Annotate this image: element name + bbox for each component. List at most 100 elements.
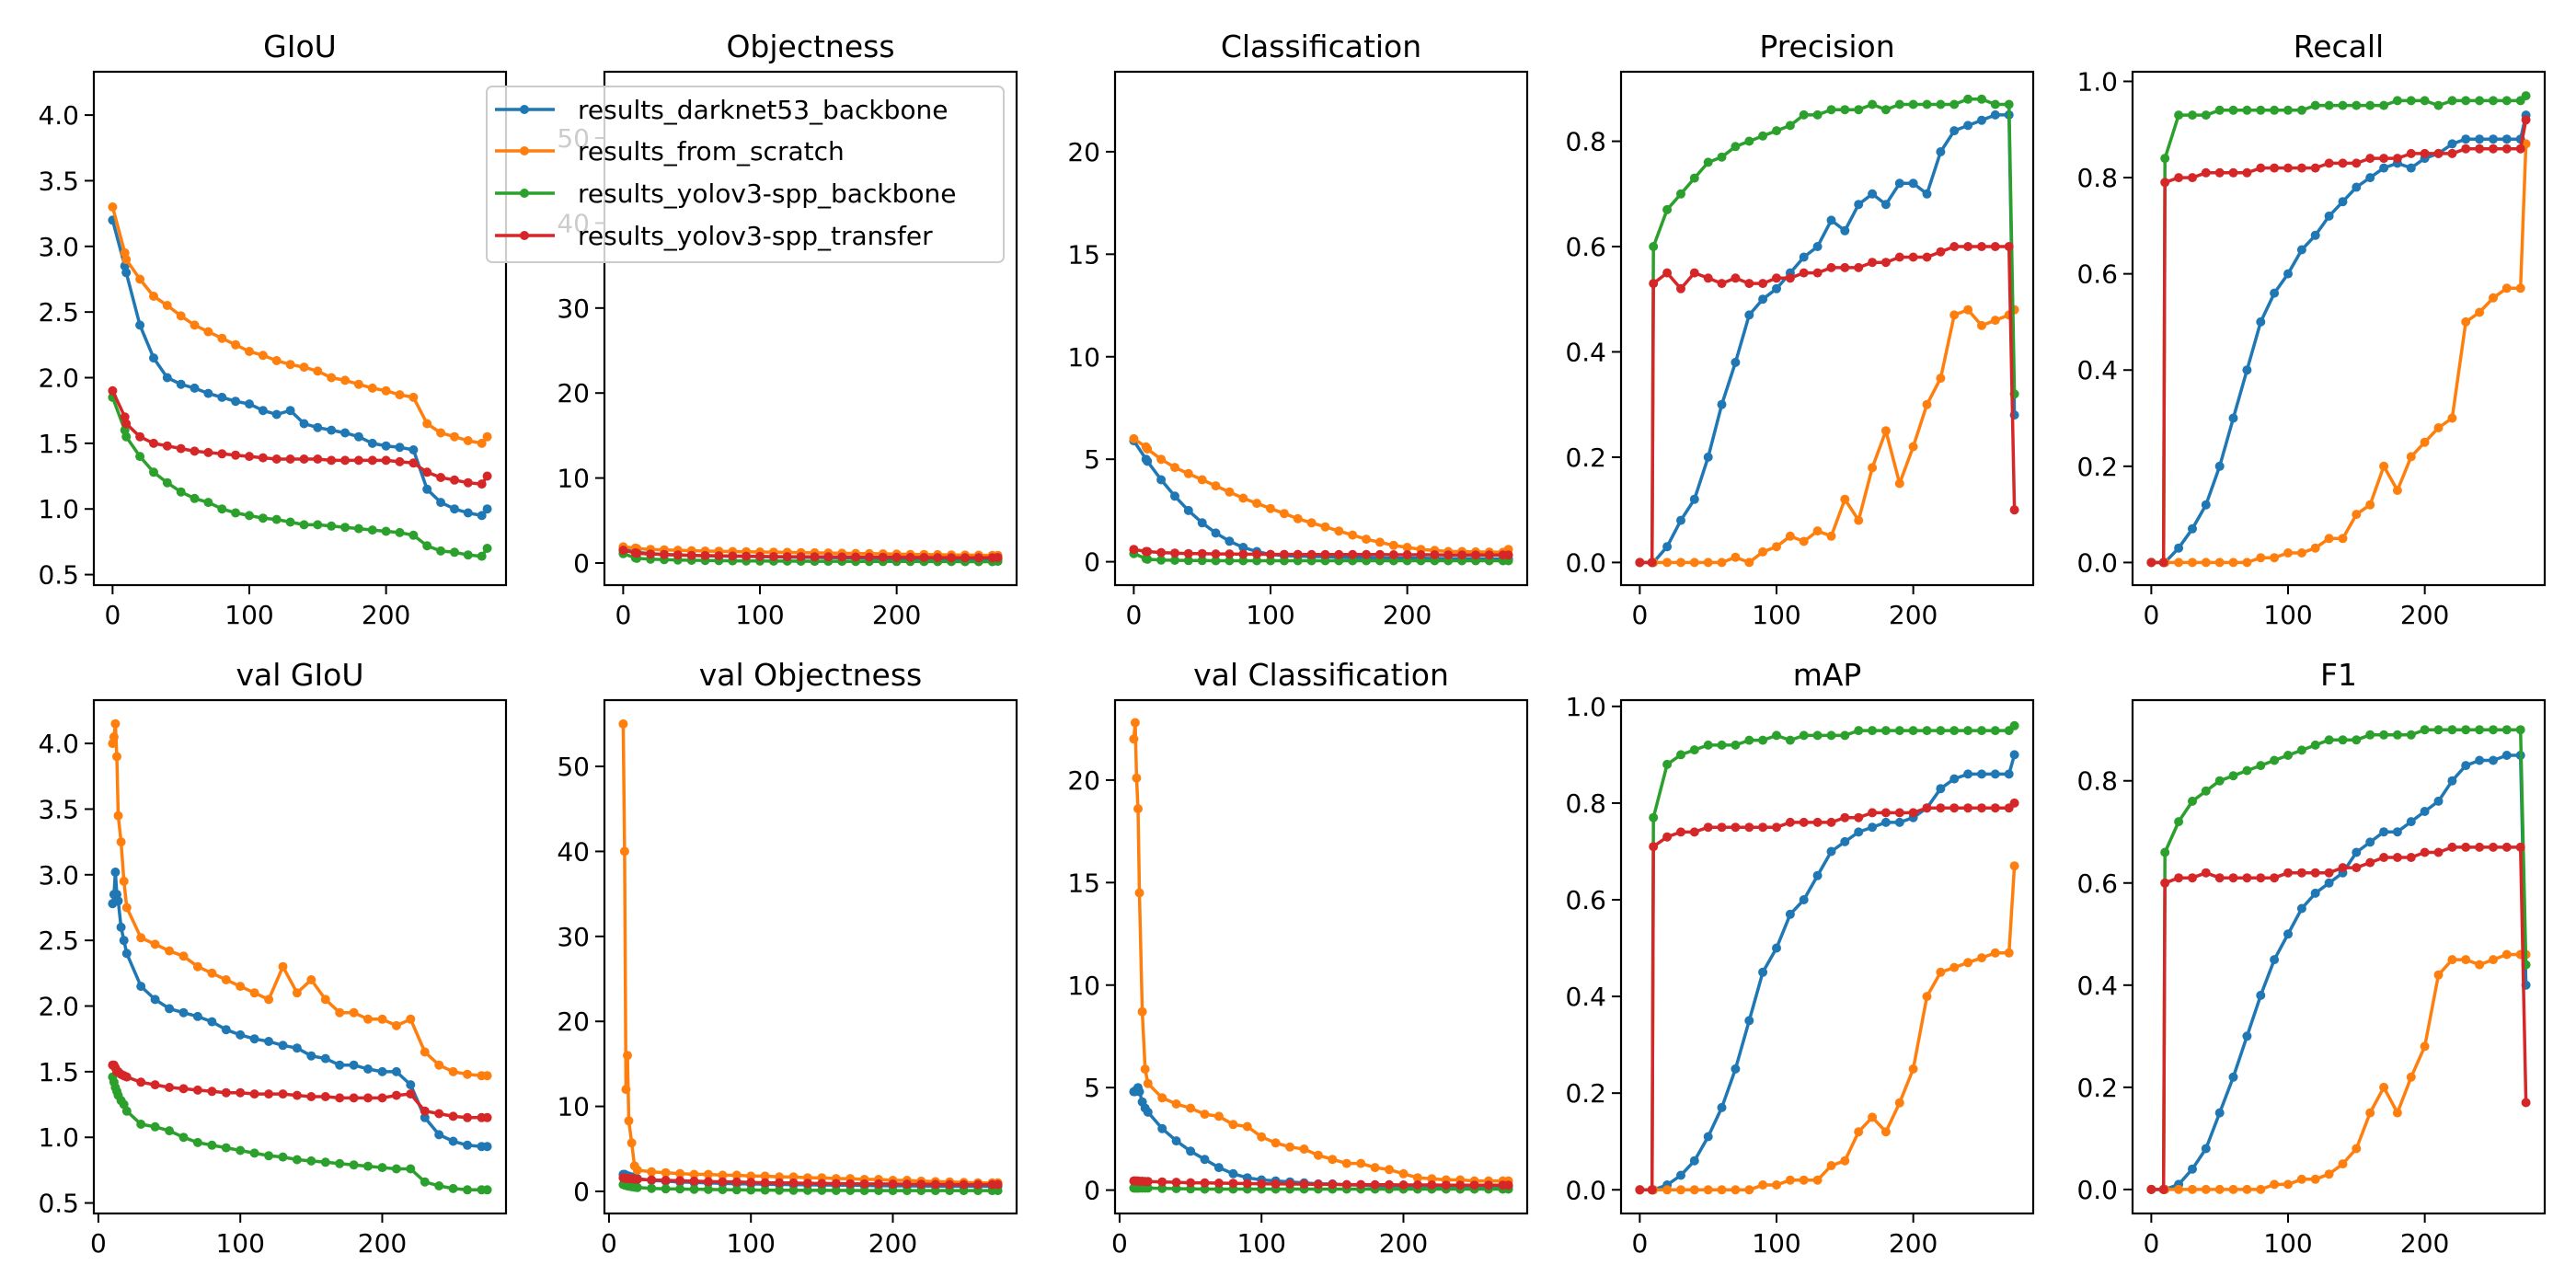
data-point — [1894, 178, 1904, 189]
data-point — [2256, 761, 2266, 771]
data-point — [353, 431, 363, 442]
data-point — [703, 1177, 713, 1187]
data-point — [760, 1178, 770, 1188]
data-point — [1717, 279, 1727, 289]
data-point — [960, 553, 970, 563]
data-point — [1963, 803, 1973, 813]
data-point — [1894, 99, 1904, 109]
data-point — [1228, 1179, 1238, 1189]
data-point — [1689, 173, 1699, 183]
data-point — [891, 552, 902, 562]
data-point — [2365, 857, 2375, 868]
data-point — [231, 339, 241, 350]
data-point — [1374, 537, 1385, 547]
series-results-darknet53-backbone — [1635, 750, 2019, 1195]
data-point — [1157, 1123, 1167, 1133]
data-point — [1266, 549, 1275, 559]
data-point — [1143, 1177, 1153, 1187]
data-point — [2379, 163, 2389, 173]
data-point — [2158, 558, 2168, 568]
data-point — [731, 1185, 742, 1195]
data-point — [993, 553, 1003, 562]
data-point — [110, 868, 121, 877]
data-point — [675, 1184, 685, 1194]
data-point — [391, 1164, 401, 1174]
data-point — [1772, 542, 1781, 552]
y-tick-label: 1.0 — [38, 494, 79, 524]
data-point — [217, 333, 227, 343]
series-results-yolov3-spp-backbone — [108, 1072, 492, 1195]
data-point — [2447, 139, 2457, 149]
data-point — [1949, 99, 1960, 109]
data-point — [802, 1179, 812, 1189]
data-point — [1676, 750, 1685, 760]
y-tick-label: 1.0 — [1565, 692, 1606, 722]
data-point — [119, 876, 129, 886]
data-point — [874, 1186, 883, 1196]
y-tick-label: 3.0 — [38, 232, 79, 262]
data-point — [2461, 316, 2471, 327]
subplot-val-objectness: val Objectness 0 100 200 0 10 20 30 40 50 — [557, 657, 1018, 1259]
data-point — [1213, 1163, 1224, 1173]
data-point — [2009, 505, 2019, 515]
data-point — [367, 438, 377, 448]
data-point — [136, 982, 146, 992]
data-point — [1799, 730, 1809, 741]
data-point — [1662, 558, 1673, 568]
series-results-from-scratch — [1129, 718, 1513, 1186]
data-point — [2270, 955, 2280, 965]
data-point — [320, 1157, 330, 1167]
data-point — [2296, 1174, 2306, 1184]
series-results-yolov3-spp-transfer — [618, 1173, 1003, 1190]
data-point — [1156, 454, 1167, 465]
data-point — [731, 1177, 742, 1187]
data-point — [1157, 1183, 1167, 1193]
data-point — [2352, 510, 2362, 520]
data-point — [1799, 268, 1809, 278]
data-point — [2489, 755, 2498, 765]
data-point — [192, 1137, 202, 1147]
data-point — [1717, 740, 1727, 750]
data-point — [1785, 1175, 1795, 1185]
data-point — [463, 550, 473, 560]
data-point — [1963, 305, 1973, 315]
y-tick-label: 0.0 — [2076, 1175, 2118, 1205]
data-point — [363, 1064, 373, 1074]
data-point — [661, 1176, 671, 1185]
axes-frame — [2131, 70, 2547, 587]
data-point — [190, 320, 200, 330]
data-point — [436, 546, 446, 556]
data-point — [2174, 110, 2184, 121]
data-point — [203, 327, 213, 337]
data-point — [363, 1014, 373, 1024]
data-point — [422, 419, 432, 429]
series-results-from-scratch — [108, 719, 492, 1081]
data-point — [1990, 726, 2000, 736]
data-point — [902, 1186, 912, 1196]
x-tick-label: 0 — [2143, 1228, 2159, 1259]
y-tick-label: 0.5 — [38, 1189, 79, 1219]
data-point — [2270, 288, 2280, 298]
data-point — [2270, 163, 2280, 173]
data-point — [448, 1111, 458, 1121]
legend-entry: results_yolov3-spp_transfer — [495, 221, 933, 251]
data-point — [292, 1155, 302, 1165]
data-point — [905, 552, 915, 562]
data-point — [1717, 399, 1727, 409]
data-point — [1170, 491, 1179, 501]
data-point — [2296, 245, 2306, 255]
data-point — [2160, 154, 2170, 164]
data-point — [2174, 817, 2184, 827]
data-point — [306, 975, 316, 984]
series-results-yolov3-spp-transfer — [1129, 545, 1513, 560]
data-point — [1503, 1180, 1513, 1190]
data-point — [1306, 549, 1317, 559]
data-point — [703, 1184, 713, 1194]
data-point — [1785, 121, 1795, 131]
data-point — [1826, 817, 1836, 827]
data-point — [1758, 294, 1768, 305]
data-point — [2188, 110, 2197, 121]
data-point — [1228, 1120, 1238, 1130]
data-point — [381, 441, 391, 451]
data-point — [2365, 500, 2375, 510]
